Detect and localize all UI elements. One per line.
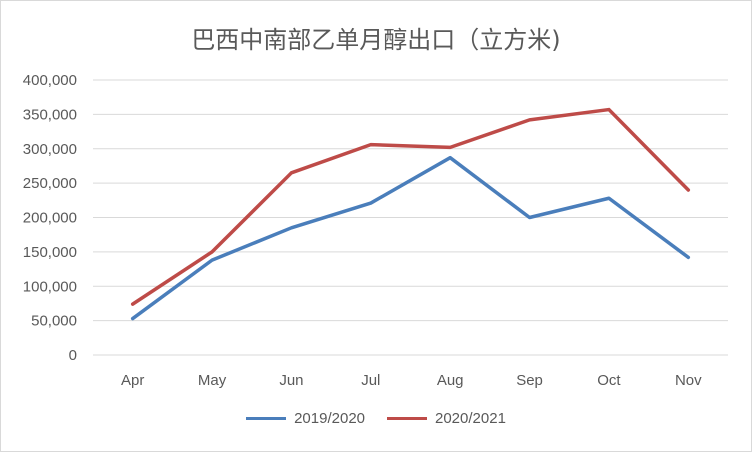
y-tick-label: 250,000 xyxy=(23,175,77,192)
y-axis-labels: 0 50,000 100,000 150,000 200,000 250,000 300,0… xyxy=(23,72,77,364)
x-tick-label: Apr xyxy=(121,372,144,389)
legend-label-2019-2020: 2019/2020 xyxy=(294,410,365,427)
y-tick-label: 300,000 xyxy=(23,141,77,158)
y-tick-label: 150,000 xyxy=(23,244,77,261)
y-tick-label: 350,000 xyxy=(23,106,77,123)
legend-item-2019-2020: 2019/2020 xyxy=(246,410,365,427)
chart-title: 巴西中南部乙单月醇出口（立方米) xyxy=(191,26,561,54)
legend-swatch-2020-2021 xyxy=(387,417,427,420)
x-tick-label: Aug xyxy=(437,372,464,389)
legend: 2019/2020 2020/2021 xyxy=(0,410,752,427)
series-line-2019-2020 xyxy=(130,155,691,321)
y-tick-label: 0 xyxy=(69,347,77,364)
y-tick-label: 100,000 xyxy=(23,278,77,295)
series-line-2020-2021 xyxy=(130,107,691,306)
series-lines xyxy=(130,107,691,321)
y-tick-label: 50,000 xyxy=(31,313,77,330)
x-tick-label: Jul xyxy=(361,372,380,389)
x-tick-label: Oct xyxy=(597,372,621,389)
x-tick-label: May xyxy=(198,372,227,389)
y-tick-label: 200,000 xyxy=(23,210,77,227)
gridlines xyxy=(93,79,728,356)
legend-label-2020-2021: 2020/2021 xyxy=(435,410,506,427)
legend-item-2020-2021: 2020/2021 xyxy=(387,410,506,427)
x-tick-label: Jun xyxy=(279,372,303,389)
x-tick-label: Nov xyxy=(675,372,702,389)
y-tick-label: 400,000 xyxy=(23,72,77,89)
x-tick-label: Sep xyxy=(516,372,543,389)
legend-swatch-2019-2020 xyxy=(246,417,287,420)
x-axis-labels: Apr May Jun Jul Aug Sep Oct Nov xyxy=(121,372,702,389)
